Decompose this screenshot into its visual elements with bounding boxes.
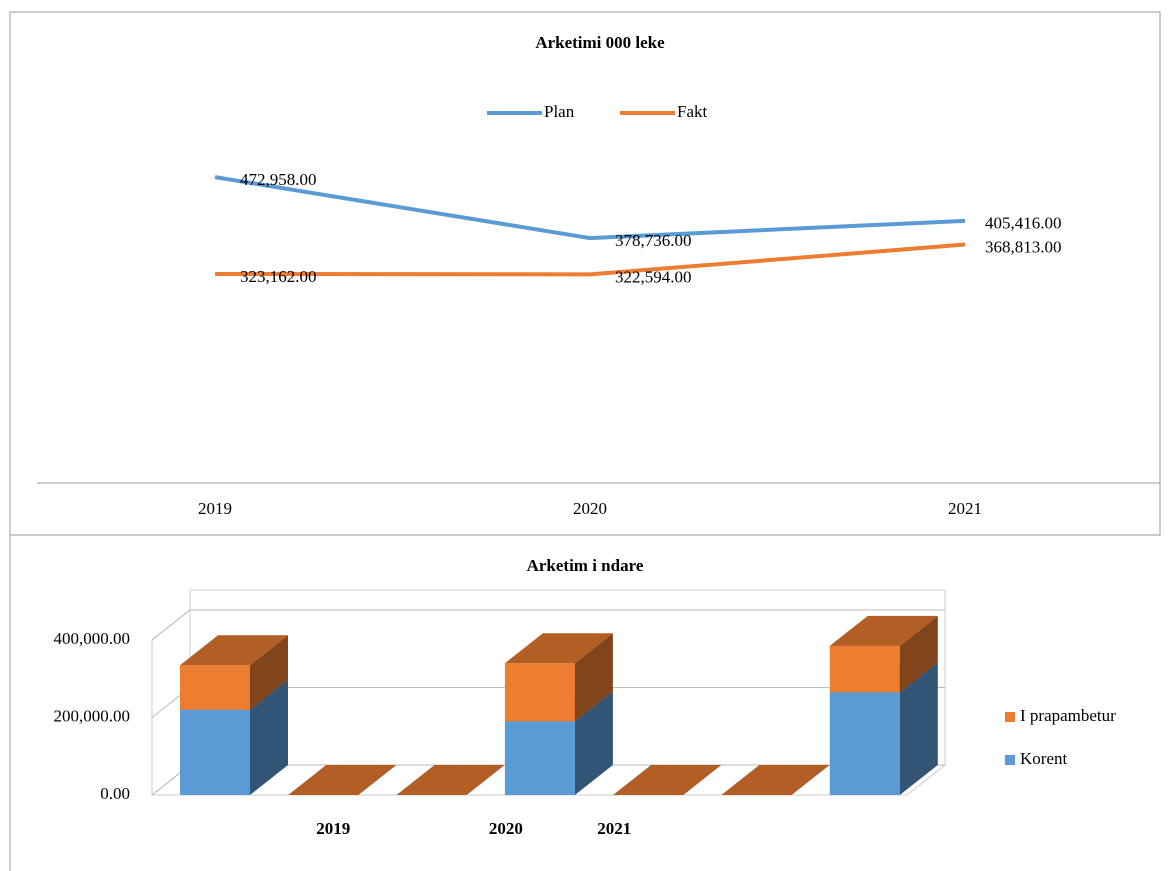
x-tick-label: 2020 — [573, 499, 607, 518]
bar — [180, 665, 250, 710]
y-tick-label: 200,000.00 — [54, 706, 131, 725]
legend-swatch — [1005, 712, 1015, 722]
bar — [829, 692, 900, 795]
data-label: 405,416.00 — [985, 214, 1062, 233]
data-label: 368,813.00 — [985, 237, 1062, 256]
x-tick-label: 2019 — [316, 819, 350, 838]
y-tick-label: 0.00 — [100, 784, 130, 803]
bar-top — [829, 615, 938, 646]
x-tick-label: 2019 — [198, 499, 232, 518]
chart-title: Arketimi 000 leke — [535, 33, 665, 52]
y-tick-label: 400,000.00 — [54, 629, 131, 648]
bar-side — [899, 662, 938, 795]
legend-swatch — [1005, 755, 1015, 765]
data-label: 323,162.00 — [240, 267, 317, 286]
legend-label: Plan — [544, 102, 575, 121]
bar-top — [396, 765, 505, 795]
x-tick-label: 2021 — [948, 499, 982, 518]
line — [214, 175, 966, 241]
bar-top — [721, 765, 830, 795]
bar — [504, 663, 575, 722]
chart-title: Arketim i ndare — [527, 556, 644, 575]
data-label: 378,736.00 — [615, 231, 692, 250]
data-label: 472,958.00 — [240, 170, 317, 189]
bar-side — [574, 691, 613, 795]
bar-top — [613, 765, 722, 795]
bar — [504, 721, 575, 795]
legend-label: I prapambetur — [1020, 706, 1116, 725]
bar — [829, 645, 900, 693]
grid-line — [151, 609, 945, 641]
bar-top — [288, 765, 397, 795]
bar-side — [250, 679, 288, 795]
chart-frame — [9, 11, 1161, 536]
bar-top — [504, 633, 613, 664]
line — [214, 242, 966, 277]
legend-label: Fakt — [677, 102, 708, 121]
bar-side — [574, 633, 613, 722]
x-tick-label: 2021 — [597, 819, 631, 838]
x-tick-label: 2020 — [489, 819, 523, 838]
legend-label: Korent — [1020, 749, 1067, 768]
bar-side — [250, 635, 288, 710]
data-label: 322,594.00 — [615, 267, 692, 286]
bar-side — [899, 615, 938, 693]
bar — [180, 709, 250, 795]
bar-top — [180, 635, 288, 666]
